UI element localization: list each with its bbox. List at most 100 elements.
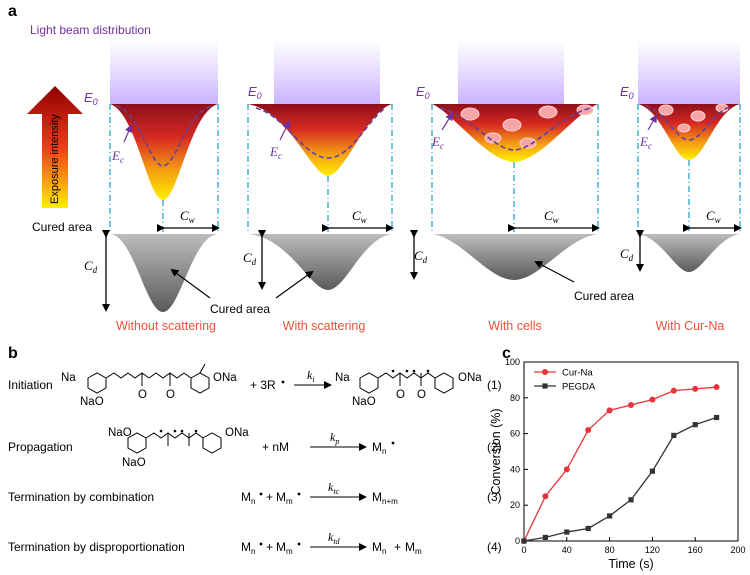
cell-markers	[460, 104, 594, 149]
svg-text:Mn: Mn	[241, 490, 255, 506]
x-tick-label: 80	[605, 545, 615, 555]
cd-markers: Cd Cd Cd Cd	[84, 230, 644, 312]
cw-markers: Cw Cw Cw Cw	[157, 208, 742, 232]
svg-text:NaO: NaO	[122, 457, 146, 469]
svg-text:Mm: Mm	[276, 490, 293, 506]
svg-text:E0: E0	[620, 84, 634, 101]
threshold-curve	[645, 105, 733, 141]
ec-labels: Ec Ec Ec Ec	[111, 112, 657, 165]
svg-text:O: O	[396, 389, 405, 401]
y-tick-label: 60	[510, 429, 520, 439]
point-pegda	[542, 534, 548, 541]
svg-text:Cw: Cw	[352, 208, 367, 225]
svg-text:+: +	[266, 490, 273, 504]
svg-text:+ 3R: + 3R	[250, 378, 276, 392]
diagram-without-scattering	[109, 40, 219, 312]
svg-text:Mn: Mn	[372, 440, 386, 456]
reaction-list: Initiation Na NaO O O ONa + 3R ki	[8, 363, 502, 556]
legend-label: PEGDA	[562, 382, 596, 393]
y-tick-label: 100	[505, 357, 520, 367]
light-beam-label: Light beam distribution	[30, 23, 151, 37]
svg-text:ONa: ONa	[458, 372, 482, 384]
svg-text:Cd: Cd	[243, 250, 257, 267]
svg-text:+: +	[266, 540, 273, 554]
light-beam	[638, 40, 740, 104]
radical-structure	[359, 372, 454, 394]
svg-text:Ec: Ec	[269, 144, 282, 161]
panel-a-captions: Without scattering With scattering With …	[116, 319, 724, 333]
svg-text:Cw: Cw	[706, 208, 721, 225]
svg-text:E0: E0	[84, 90, 98, 107]
x-tick-label: 40	[562, 545, 572, 555]
y-axis-label: Conversion (%)	[489, 408, 503, 494]
point-pegda	[585, 525, 591, 532]
point-pegda	[607, 513, 613, 519]
caption-with-cells: With cells	[488, 319, 541, 333]
cured-area-shape	[432, 234, 598, 280]
diagram-with-cells	[431, 40, 599, 280]
diagram-with-cur-na	[637, 40, 741, 272]
svg-text:Na: Na	[335, 372, 350, 384]
point-pegda	[564, 529, 570, 535]
row-propagation-name: Propagation	[8, 440, 73, 454]
conversion-chart: 0 40 80 120 160 200 0 20 40 60 80 100 Time (s) Conver…	[489, 357, 746, 571]
light-beam	[458, 40, 564, 104]
cured-area-side-label: Cured area	[32, 220, 92, 234]
legend-label: Cur-Na	[562, 368, 593, 379]
svg-text:Cd: Cd	[620, 246, 634, 263]
threshold-curve	[255, 107, 387, 159]
svg-text:ONa: ONa	[225, 427, 249, 439]
svg-text:Cd: Cd	[414, 248, 428, 265]
row-initiation-name: Initiation	[8, 378, 53, 392]
svg-text:(1): (1)	[487, 378, 502, 392]
e0-labels: E0 E0 E0 E0	[84, 84, 634, 107]
point-cur-na	[542, 493, 549, 500]
svg-text:Cw: Cw	[544, 208, 559, 225]
svg-text:O: O	[138, 389, 147, 401]
svg-text:Mn: Mn	[241, 540, 255, 556]
series-line-cur-na	[523, 386, 717, 542]
x-axis-label: Time (s)	[608, 557, 653, 571]
svg-text:Cw: Cw	[180, 208, 195, 225]
point-pegda	[521, 538, 527, 544]
point-pegda	[649, 468, 655, 474]
caption-with-cur-na: With Cur-Na	[656, 319, 725, 333]
svg-text:Ec: Ec	[111, 148, 124, 165]
svg-text:O: O	[417, 389, 426, 401]
svg-text:Mn+m: Mn+m	[372, 490, 398, 506]
svg-text:Mm: Mm	[276, 540, 293, 556]
cured-area-pointers: Cured area Cured area	[170, 261, 634, 316]
y-tick-label: 0	[515, 536, 520, 546]
svg-text:kp: kp	[330, 430, 339, 446]
point-cur-na	[649, 396, 656, 403]
point-cur-na	[606, 407, 613, 414]
caption-with-scattering: With scattering	[283, 319, 366, 333]
intensity-bell	[638, 104, 740, 160]
point-pegda	[628, 497, 634, 503]
x-tick-label: 0	[521, 545, 526, 555]
threshold-curve	[115, 105, 213, 167]
svg-text:NaO: NaO	[108, 427, 132, 439]
cell-markers	[658, 103, 729, 133]
plot-frame	[523, 361, 739, 542]
light-beam	[110, 40, 218, 104]
svg-text:E0: E0	[416, 84, 430, 101]
exposure-intensity-arrow: Exposure intensity	[27, 86, 83, 208]
svg-text:Cd: Cd	[84, 258, 98, 275]
row-disproportionation-name: Termination by disproportionation	[8, 540, 185, 554]
cured-area-shape	[248, 234, 392, 290]
svg-text:Ec: Ec	[431, 134, 444, 151]
x-tick-label: 200	[730, 545, 745, 555]
point-cur-na	[713, 384, 720, 391]
svg-text:ktd: ktd	[328, 530, 341, 546]
cured-area-shape	[110, 234, 218, 312]
panel-c-label: c	[502, 345, 511, 362]
svg-text:(2): (2)	[487, 440, 502, 454]
svg-text:+ nM: + nM	[262, 440, 289, 454]
svg-text:+: +	[394, 540, 401, 554]
point-pegda	[671, 432, 677, 438]
x-tick-label: 120	[645, 545, 660, 555]
svg-text:NaO: NaO	[80, 396, 104, 408]
point-cur-na	[692, 385, 699, 392]
